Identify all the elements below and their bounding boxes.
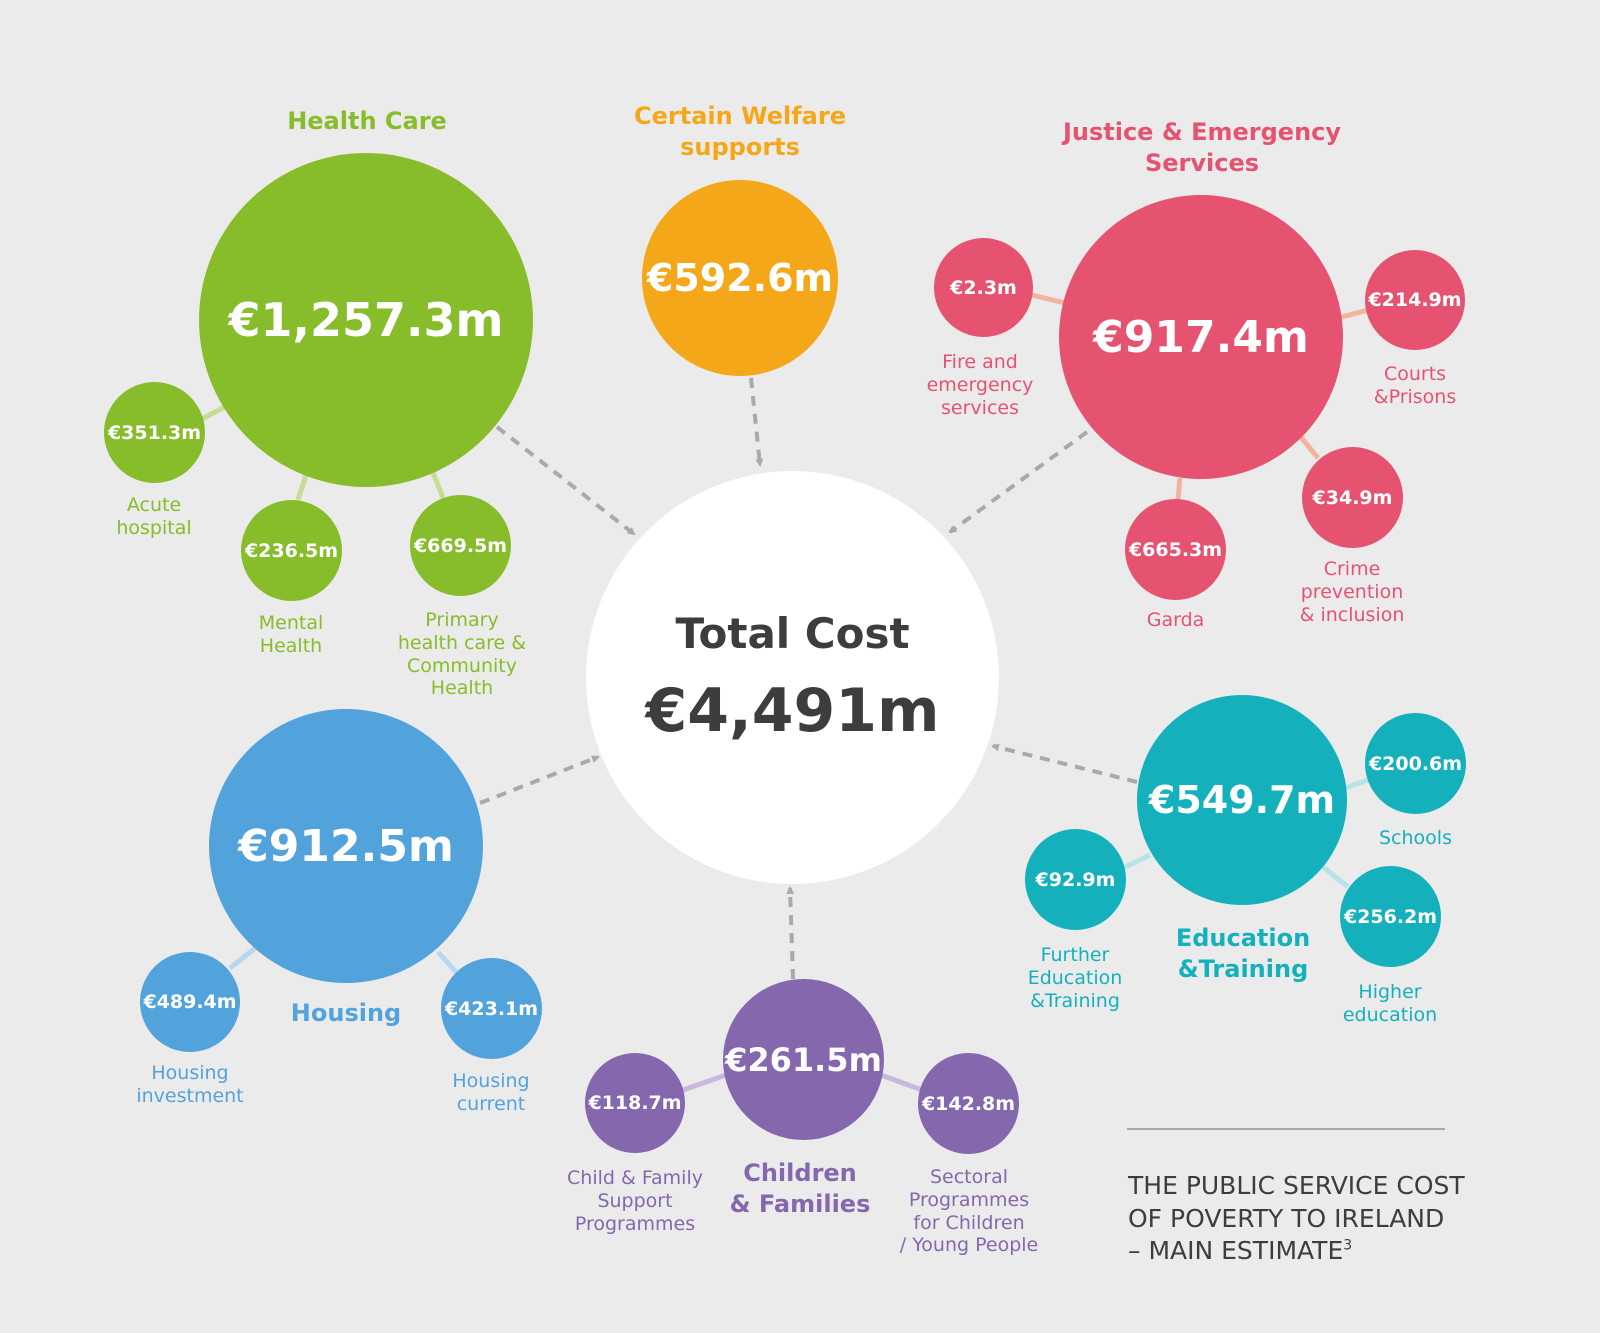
- courts-prisons-circle: €214.9m: [1365, 250, 1465, 350]
- housing-value: €912.5m: [238, 820, 454, 872]
- further-education-label: Further Education &Training: [1027, 944, 1123, 1012]
- connector-hcur: [436, 950, 458, 974]
- education-value: €549.7m: [1148, 778, 1336, 822]
- crime-prevention-circle: €34.9m: [1302, 447, 1403, 548]
- connector-schools: [1344, 777, 1369, 791]
- housing-current-value: €423.1m: [444, 997, 539, 1020]
- higher-education-circle: €256.2m: [1340, 866, 1441, 967]
- education-circle: €549.7m: [1137, 695, 1347, 905]
- courts-prisons-label: Courts &Prisons: [1373, 363, 1457, 408]
- caption-line-1: THE PUBLIC SERVICE COST: [1128, 1171, 1465, 1200]
- health-title: Health Care: [287, 107, 447, 135]
- schools-value: €200.6m: [1368, 752, 1463, 775]
- health-value: €1,257.3m: [228, 293, 504, 347]
- connector-higher: [1320, 864, 1350, 889]
- caption-line-3: – MAIN ESTIMATE3: [1128, 1236, 1353, 1265]
- housing-current-circle: €423.1m: [441, 958, 542, 1059]
- fire-emergency-value: €2.3m: [950, 276, 1017, 299]
- housing-title: Housing: [290, 999, 402, 1027]
- mental-health-value: €236.5m: [244, 539, 339, 562]
- further-education-circle: €92.9m: [1025, 829, 1126, 930]
- housing-investment-label: Housing investment: [136, 1062, 244, 1107]
- connector-primary: [429, 469, 446, 499]
- housing-investment-value: €489.4m: [143, 991, 237, 1013]
- higher-education-label: Higher education: [1342, 981, 1438, 1026]
- child-family-support-circle: €118.7m: [585, 1053, 685, 1153]
- fire-emergency-label: Fire and emergency services: [926, 351, 1034, 419]
- crime-prevention-label: Crime prevention & inclusion: [1299, 558, 1405, 626]
- mental-health-circle: €236.5m: [241, 500, 342, 601]
- primary-care-label: Primary health care & Community Health: [397, 609, 527, 700]
- arrow-housing: [479, 755, 600, 805]
- welfare-circle: €592.6m: [642, 180, 838, 376]
- children-families-circle: €261.5m: [723, 979, 884, 1140]
- courts-prisons-value: €214.9m: [1368, 289, 1462, 311]
- garda-value: €665.3m: [1128, 538, 1223, 561]
- crime-prevention-value: €34.9m: [1312, 486, 1393, 509]
- welfare-title: Certain Welfare supports: [634, 102, 846, 162]
- schools-circle: €200.6m: [1365, 713, 1466, 814]
- children-families-value: €261.5m: [725, 1040, 882, 1079]
- education-title: Education &Training: [1175, 924, 1311, 984]
- welfare-value: €592.6m: [646, 256, 834, 300]
- children-families-title: Children & Families: [729, 1159, 871, 1219]
- total-cost-value: €4,491m: [645, 676, 940, 746]
- justice-value: €917.4m: [1093, 311, 1309, 363]
- connector-courts: [1337, 307, 1369, 321]
- connector-mental: [295, 474, 309, 501]
- connector-garda: [1175, 477, 1183, 501]
- garda-circle: €665.3m: [1125, 499, 1226, 600]
- connector-sectoral: [880, 1072, 923, 1093]
- mental-health-label: Mental Health: [258, 612, 324, 657]
- acute-hospital-value: €351.3m: [107, 421, 202, 444]
- caption-footnote: 3: [1343, 1237, 1353, 1254]
- primary-care-circle: €669.5m: [410, 495, 511, 596]
- sectoral-programmes-value: €142.8m: [921, 1092, 1016, 1115]
- total-cost-circle: Total Cost €4,491m: [586, 471, 999, 884]
- further-education-value: €92.9m: [1035, 868, 1116, 891]
- caption-line-2: OF POVERTY TO IRELAND: [1128, 1203, 1445, 1233]
- child-family-support-label: Child & Family Support Programmes: [567, 1167, 703, 1235]
- arrow-education: [991, 743, 1138, 784]
- garda-label: Garda: [1146, 609, 1205, 631]
- higher-education-value: €256.2m: [1343, 905, 1438, 928]
- acute-hospital-label: Acute hospital: [116, 494, 192, 539]
- connector-crime: [1298, 434, 1320, 460]
- arrow-welfare: [749, 377, 764, 467]
- connector-further: [1121, 852, 1152, 871]
- arrow-justice: [948, 430, 1089, 534]
- sectoral-programmes-label: Sectoral Programmes for Children / Young P…: [899, 1166, 1039, 1257]
- primary-care-value: €669.5m: [413, 534, 508, 557]
- caption-divider: [1127, 1128, 1445, 1130]
- housing-investment-circle: €489.4m: [140, 952, 240, 1052]
- justice-circle: €917.4m: [1059, 195, 1343, 479]
- schools-label: Schools: [1379, 827, 1452, 849]
- arrow-health: [495, 425, 636, 536]
- fire-emergency-circle: €2.3m: [934, 238, 1033, 337]
- diagram-caption: THE PUBLIC SERVICE COST OF POVERTY TO IR…: [1128, 1170, 1528, 1268]
- housing-current-label: Housing current: [452, 1070, 530, 1115]
- justice-title: Justice & Emergency Services: [1062, 118, 1342, 178]
- child-family-support-value: €118.7m: [588, 1092, 682, 1114]
- connector-fire: [1031, 292, 1066, 306]
- connector-hinv: [228, 944, 260, 970]
- health-circle: €1,257.3m: [199, 153, 533, 487]
- total-cost-label: Total Cost: [675, 609, 910, 658]
- acute-hospital-circle: €351.3m: [104, 382, 205, 483]
- arrow-children: [786, 886, 795, 980]
- connector-child: [682, 1072, 727, 1093]
- sectoral-programmes-circle: €142.8m: [918, 1053, 1019, 1154]
- housing-circle: €912.5m: [209, 709, 483, 983]
